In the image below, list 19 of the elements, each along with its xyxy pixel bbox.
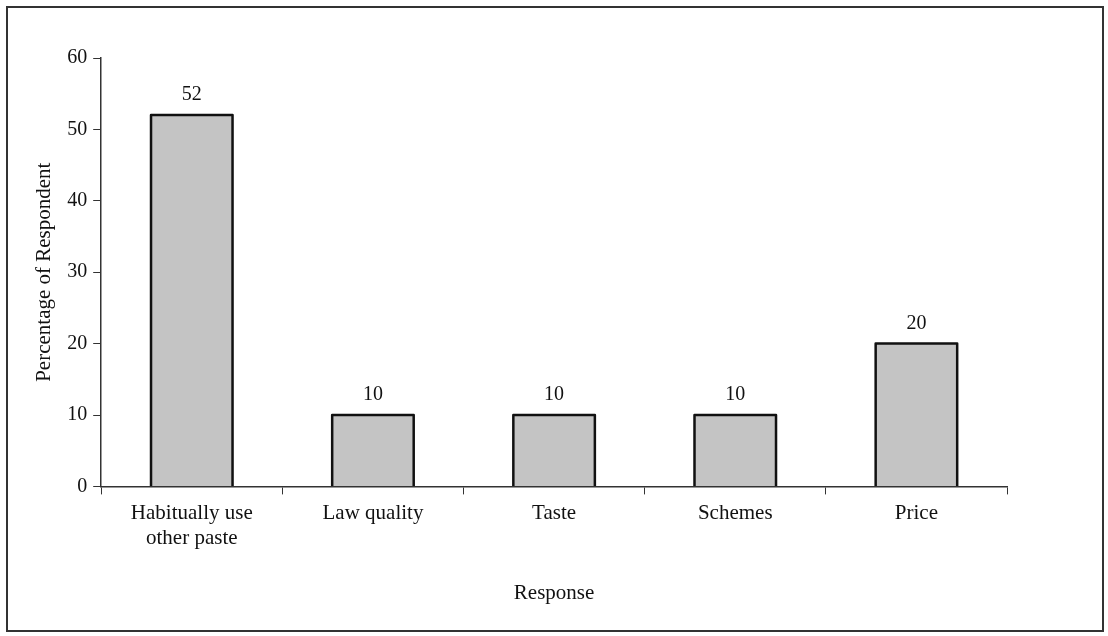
y-tick-label: 60	[67, 45, 88, 68]
data-label: 10	[362, 382, 383, 405]
y-tick-label: 40	[67, 188, 88, 211]
y-tick-label: 30	[67, 259, 88, 282]
x-tick-label: Taste	[532, 499, 577, 524]
y-axis-title: Percentage of Respondent	[31, 162, 56, 382]
x-tick-label: Price	[894, 499, 938, 524]
x-tick-label: Law quality	[322, 499, 424, 524]
x-axis-title: Response	[513, 579, 595, 604]
y-tick-label: 50	[67, 116, 88, 139]
y-tick-label: 10	[67, 402, 88, 425]
data-label: 10	[725, 382, 746, 405]
data-label: 52	[181, 82, 202, 105]
x-tick-label: Schemes	[697, 499, 773, 524]
y-tick-label: 20	[67, 330, 88, 353]
y-tick-label: 0	[77, 473, 88, 496]
x-tick-label: Habitually use other paste	[130, 499, 253, 549]
data-label: 10	[544, 382, 565, 405]
data-label: 20	[906, 310, 927, 333]
